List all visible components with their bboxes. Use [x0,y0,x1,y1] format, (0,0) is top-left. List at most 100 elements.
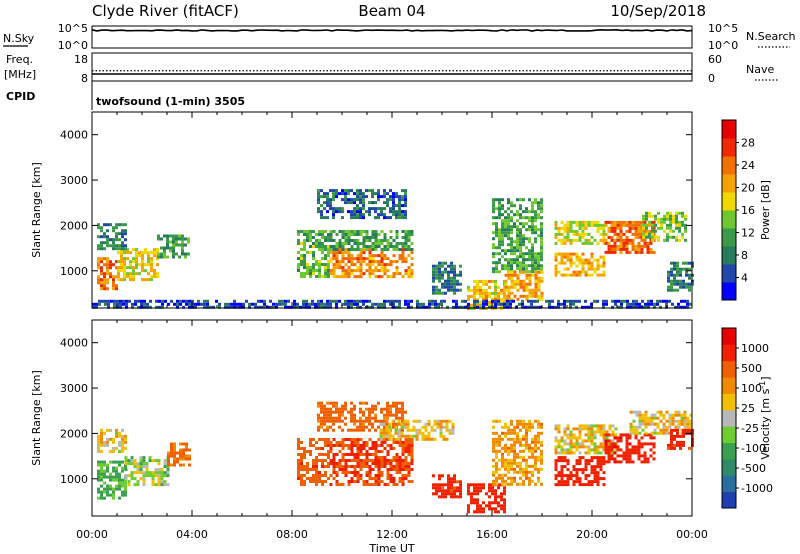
power-cell [377,233,381,236]
velocity-colorbar-swatch [722,344,736,362]
velocity-cell [344,465,348,468]
power-ytick-label: 3000 [60,174,88,187]
power-cell [663,214,666,218]
power-cell [569,299,572,303]
power-cell [103,281,106,285]
velocity-cell [118,443,121,447]
velocity-cell [133,483,137,487]
power-cell [386,192,389,196]
velocity-cell [350,401,353,405]
velocity-cell [473,492,476,496]
power-cell [332,257,336,261]
velocity-cell [389,407,392,411]
power-cell [347,275,351,279]
velocity-cell [504,446,507,450]
power-cell [643,229,647,233]
velocity-cell [566,462,570,466]
velocity-cell [593,430,597,434]
power-cell [685,282,688,286]
velocity-cell [300,456,303,459]
velocity-cell [188,457,191,461]
power-cell [611,299,614,303]
power-cell [643,238,647,242]
power-cell [269,299,272,303]
power-cell [537,282,541,286]
power-cell [619,235,623,239]
power-cell [101,299,104,303]
velocity-cell [629,425,633,429]
power-cell [619,232,623,236]
power-cell [305,302,308,306]
power-cell [138,254,141,258]
power-cell [596,223,600,227]
power-cell [616,247,620,251]
power-cell [435,276,438,280]
velocity-cell [638,419,642,423]
power-cell [371,260,375,264]
power-cell [386,263,390,267]
velocity-cell [683,413,687,417]
velocity-cell [507,431,510,435]
velocity-cell [516,452,519,456]
power-cell [498,243,501,247]
power-cell [575,220,579,224]
velocity-cell [404,410,407,414]
velocity-cell [173,442,176,446]
power-cell [513,258,516,262]
velocity-cell [410,459,414,462]
power-cell [407,275,411,279]
velocity-cell [560,448,564,452]
power-cell [188,302,191,306]
power-cell [321,233,324,236]
velocity-cell [151,471,155,475]
velocity-cell [365,474,369,477]
power-cell [341,275,345,279]
velocity-cell [566,436,570,440]
power-cell [599,226,603,230]
power-cell [194,305,197,309]
velocity-cell [100,431,103,435]
power-cell [368,236,372,239]
power-cell [308,305,311,309]
velocity-cell [97,478,100,482]
velocity-cell [572,427,576,431]
velocity-cell [112,466,115,470]
power-cell [97,275,100,279]
velocity-cell [406,428,410,432]
power-cell [634,220,638,224]
power-cell [494,302,497,306]
velocity-cell [145,474,149,478]
velocity-cell [326,425,329,429]
velocity-cell [160,480,164,484]
velocity-cell [344,416,347,420]
power-cell [604,220,608,224]
velocity-region [379,419,455,441]
velocity-cell [136,465,140,469]
power-cell [132,275,135,279]
power-cell [350,257,354,261]
power-cell [666,214,669,218]
power-cell [359,207,362,211]
velocity-cell [607,433,611,437]
velocity-cell [679,440,682,444]
velocity-cell [321,483,324,486]
velocity-region [297,438,330,486]
velocity-cell [587,445,591,449]
velocity-cell [341,413,344,417]
power-cell [590,255,594,259]
velocity-cell [97,460,100,464]
power-cell [645,211,648,215]
power-cell [516,243,519,247]
velocity-cell [362,413,365,417]
velocity-cell [179,463,182,467]
power-cell [566,273,570,277]
power-cell [103,247,106,251]
velocity-cell [525,458,528,462]
power-cell [321,263,324,266]
velocity-cell [401,462,405,465]
power-region [554,252,606,277]
power-cell [560,226,564,230]
velocity-cell [501,446,504,450]
power-cell [485,299,488,303]
